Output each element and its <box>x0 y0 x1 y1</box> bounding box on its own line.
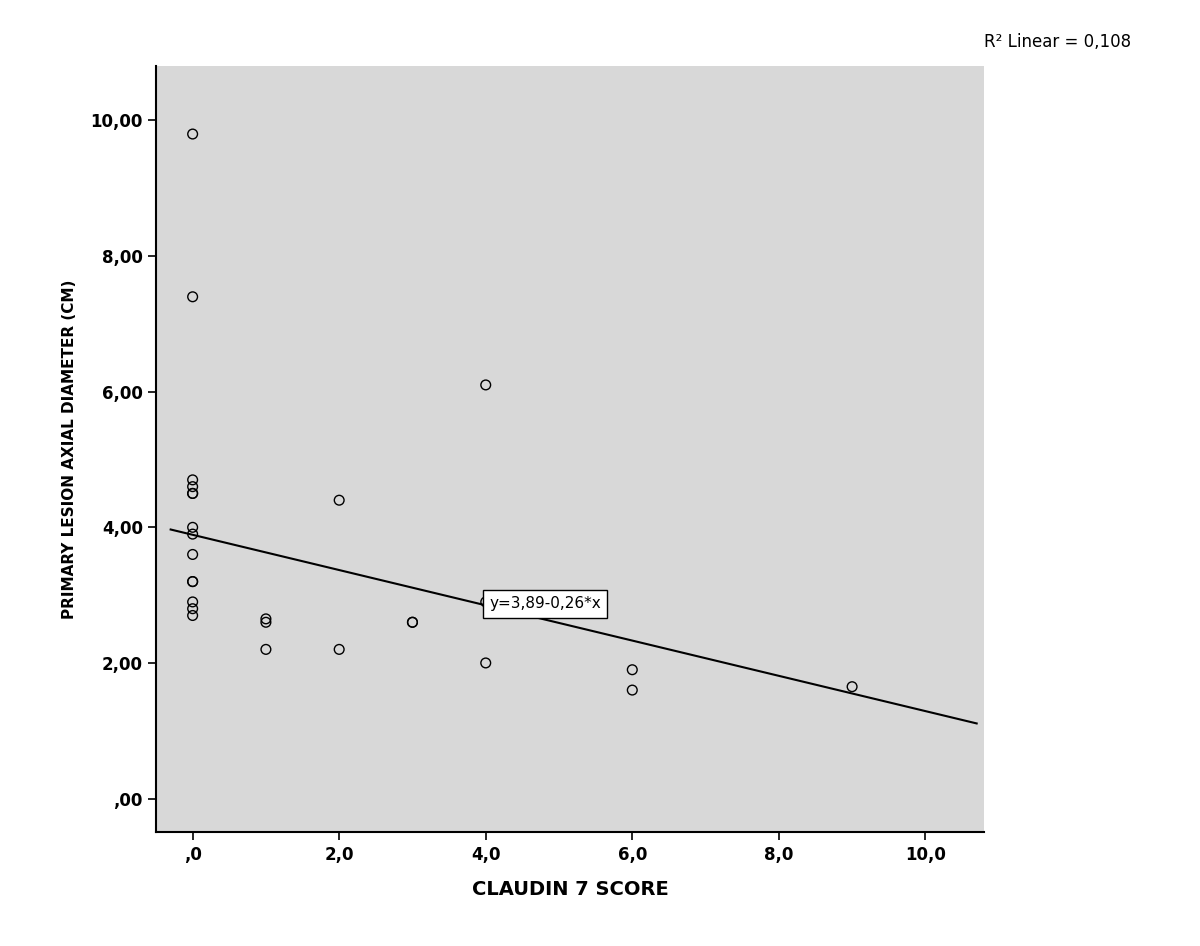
Point <box>476 377 496 393</box>
Point <box>184 574 203 589</box>
Point <box>184 472 203 487</box>
Y-axis label: PRIMARY LESION AXIAL DIAMETER (CM): PRIMARY LESION AXIAL DIAMETER (CM) <box>61 280 77 619</box>
Point <box>184 486 203 501</box>
Text: R² Linear = 0,108: R² Linear = 0,108 <box>984 33 1132 51</box>
Text: y=3,89-0,26*x: y=3,89-0,26*x <box>490 597 601 611</box>
X-axis label: CLAUDIN 7 SCORE: CLAUDIN 7 SCORE <box>472 881 668 900</box>
Point <box>184 127 203 142</box>
Point <box>184 527 203 542</box>
Point <box>184 594 203 609</box>
Point <box>184 574 203 589</box>
Point <box>476 594 496 609</box>
Point <box>184 608 203 623</box>
Point <box>330 493 349 508</box>
Point <box>623 682 642 697</box>
Point <box>842 679 862 694</box>
Point <box>257 611 276 626</box>
Point <box>184 479 203 494</box>
Point <box>403 615 422 630</box>
Point <box>184 547 203 562</box>
Point <box>257 641 276 657</box>
Point <box>403 615 422 630</box>
Point <box>184 289 203 305</box>
Point <box>257 615 276 630</box>
Point <box>623 662 642 677</box>
Point <box>184 486 203 501</box>
Point <box>330 641 349 657</box>
Point <box>184 601 203 616</box>
Point <box>184 519 203 534</box>
Point <box>476 656 496 671</box>
